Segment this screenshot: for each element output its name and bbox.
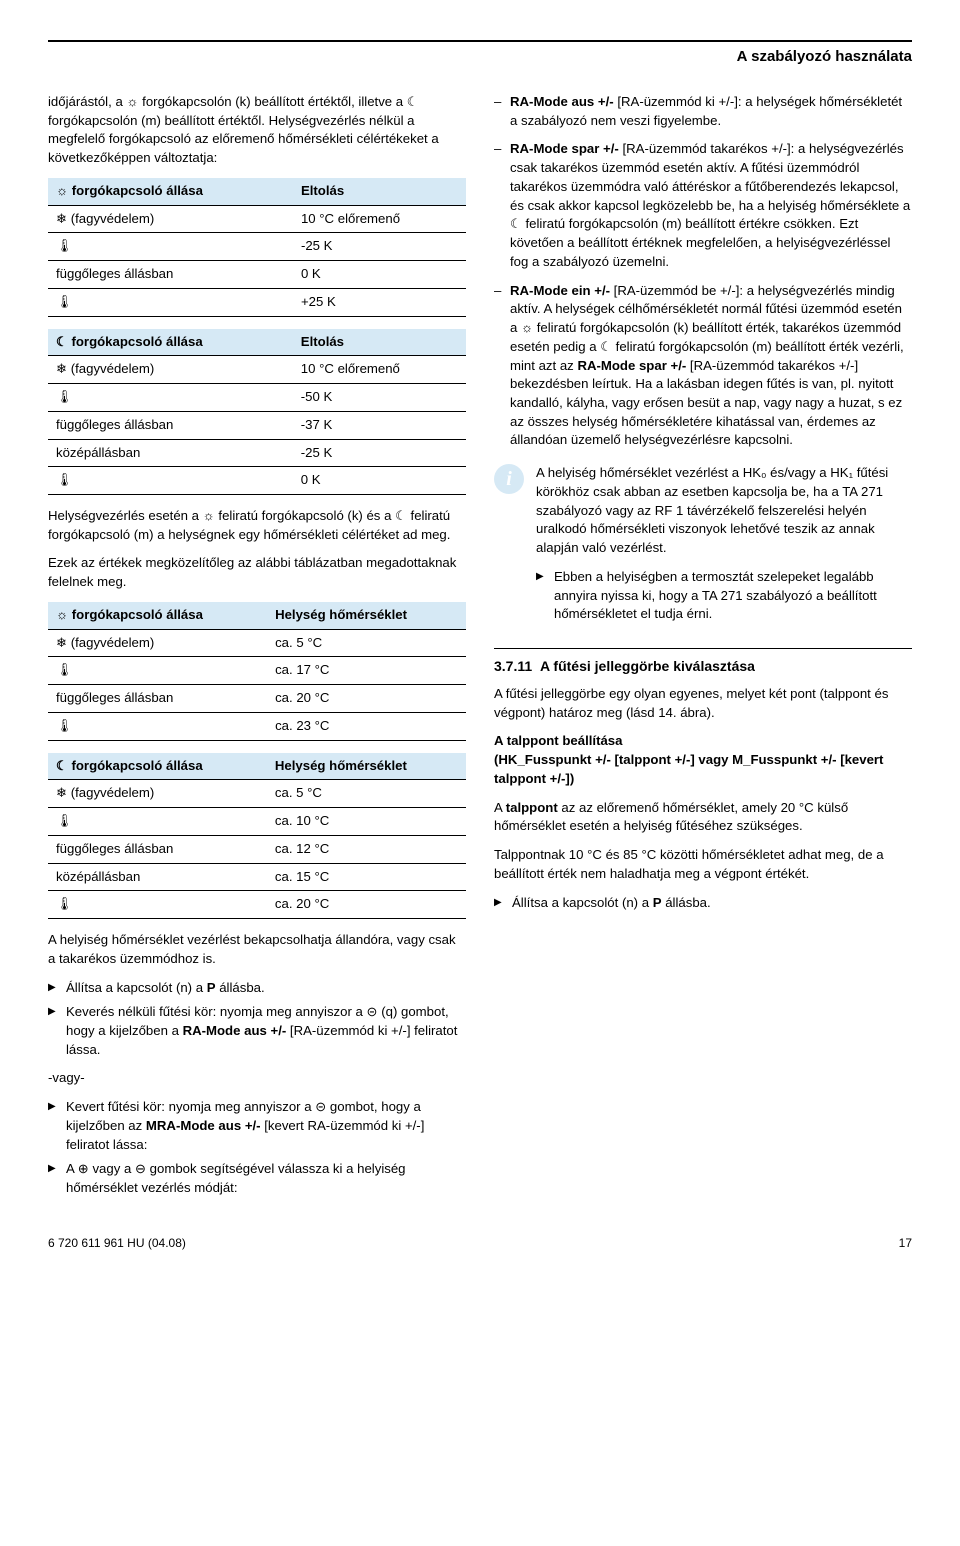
list-item: Kevert fűtési kör: nyomja meg annyiszor … xyxy=(48,1098,466,1154)
page-footer: 6 720 611 961 HU (04.08) 17 xyxy=(48,1236,912,1250)
mid-paragraph-1: Helységvezérlés esetén a ☼ feliratú forg… xyxy=(48,507,466,544)
offset-table-sun: ☼ forgókapcsoló állásaEltolás ❄ (fagyvéd… xyxy=(48,178,466,317)
info-icon: i xyxy=(494,464,524,494)
instruction-list-3: Állítsa a kapcsolót (n) a P állásba. xyxy=(494,894,912,913)
or-label: -vagy- xyxy=(48,1069,466,1088)
right-column: RA-Mode aus +/- [RA-üzemmód ki +/-]: a h… xyxy=(494,93,912,1208)
footer-docid: 6 720 611 961 HU (04.08) xyxy=(48,1236,186,1250)
list-item: A ⊕ vagy a ⊖ gombok segítségével válassz… xyxy=(48,1160,466,1197)
section-paragraph: A fűtési jelleggörbe egy olyan egyenes, … xyxy=(494,685,912,722)
room-temp-table-sun: ☼ forgókapcsoló állásaHelység hőmérsékle… xyxy=(48,602,466,741)
mid-paragraph-2: Ezek az értékek megközelítőleg az alábbi… xyxy=(48,554,466,591)
after-tables-paragraph: A helyiség hőmérséklet vezérlést bekapcs… xyxy=(48,931,466,968)
room-temp-table-moon: ☾ forgókapcsoló állásaHelység hőmérsékle… xyxy=(48,753,466,919)
page-title: A szabályozó használata xyxy=(48,48,912,65)
list-item: Állítsa a kapcsolót (n) a P állásba. xyxy=(48,979,466,998)
offset-table-moon: ☾ forgókapcsoló állásaEltolás ❄ (fagyvéd… xyxy=(48,329,466,495)
section-paragraph: A talppont az az előremenő hőmérséklet, … xyxy=(494,799,912,836)
list-item: RA-Mode ein +/- [RA-üzemmód be +/-]: a h… xyxy=(494,282,912,451)
section-heading: 3.7.11 A fűtési jelleggörbe kiválasztása xyxy=(494,657,912,677)
info-box: i A helyiség hőmérséklet vezérlést a HK₀… xyxy=(494,464,912,634)
footer-pagenum: 17 xyxy=(899,1236,912,1250)
intro-paragraph: időjárástól, a ☼ forgókapcsolón (k) beál… xyxy=(48,93,466,168)
list-item: Állítsa a kapcsolót (n) a P állásba. xyxy=(494,894,912,913)
left-column: időjárástól, a ☼ forgókapcsolón (k) beál… xyxy=(48,93,466,1208)
section-paragraph: Talppontnak 10 °C és 85 °C közötti hőmér… xyxy=(494,846,912,883)
list-item: Ebben a helyiségben a termosztát szelepe… xyxy=(536,568,912,624)
info-text: A helyiség hőmérséklet vezérlést a HK₀ é… xyxy=(536,464,912,558)
instruction-list-2: Kevert fűtési kör: nyomja meg annyiszor … xyxy=(48,1098,466,1198)
list-item: RA-Mode aus +/- [RA-üzemmód ki +/-]: a h… xyxy=(494,93,912,130)
mode-list: RA-Mode aus +/- [RA-üzemmód ki +/-]: a h… xyxy=(494,93,912,450)
sub-heading: A talppont beállítása (HK_Fusspunkt +/- … xyxy=(494,732,912,788)
instruction-list-1: Állítsa a kapcsolót (n) a P állásba. Kev… xyxy=(48,979,466,1060)
list-item: Keverés nélküli fűtési kör: nyomja meg a… xyxy=(48,1003,466,1059)
list-item: RA-Mode spar +/- [RA-üzemmód takarékos +… xyxy=(494,140,912,271)
